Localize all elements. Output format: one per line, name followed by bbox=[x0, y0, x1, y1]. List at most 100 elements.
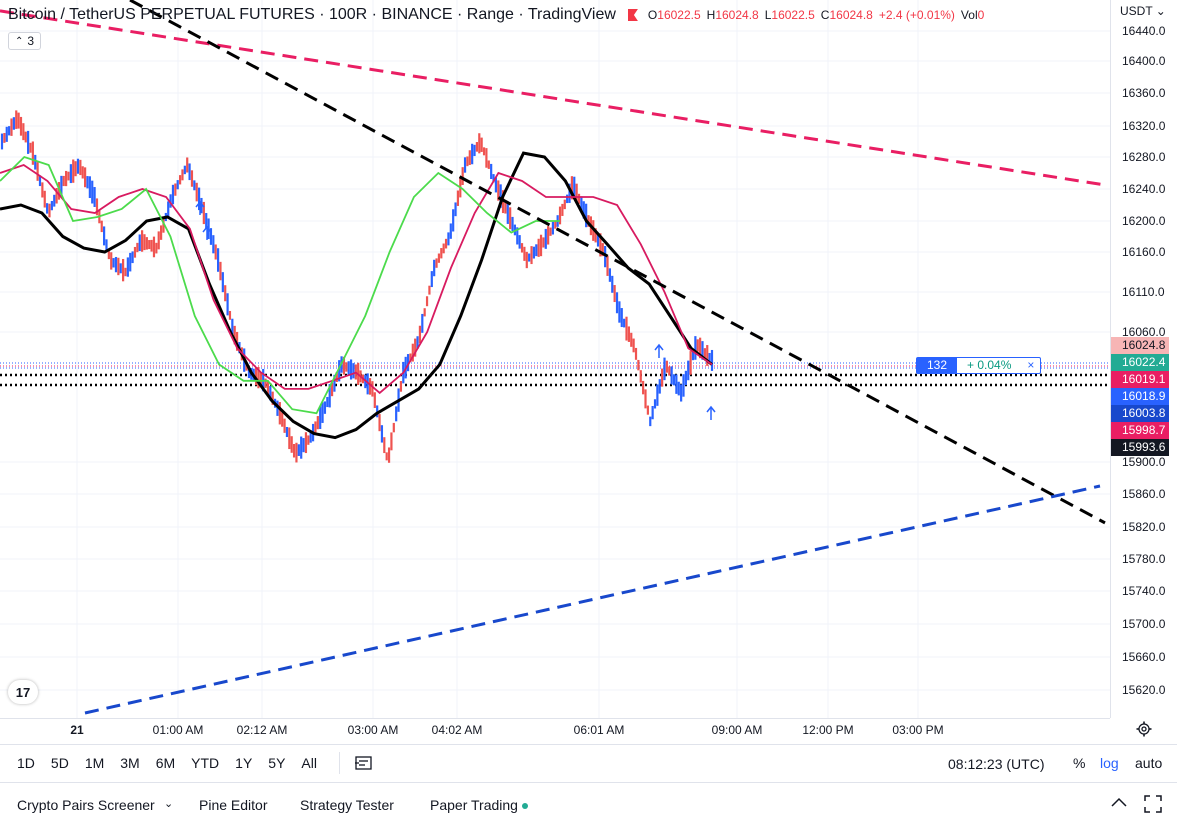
price-tick: 15860.0 bbox=[1122, 487, 1166, 501]
currency-label: USDT bbox=[1120, 4, 1153, 18]
time-label: 06:01 AM bbox=[573, 723, 625, 737]
gear-icon[interactable] bbox=[1136, 721, 1152, 737]
log-toggle[interactable]: log bbox=[1100, 755, 1119, 771]
price-tick: 16060.0 bbox=[1122, 325, 1166, 339]
position-tag[interactable]: 132 + 0.04% × bbox=[916, 357, 1042, 374]
range-button-3m[interactable]: 3M bbox=[120, 754, 140, 771]
tab-crypto-pairs-screener[interactable]: Crypto Pairs Screener bbox=[17, 797, 155, 813]
time-label: 21 bbox=[70, 723, 84, 737]
price-label[interactable]: 15998.7 bbox=[1111, 422, 1169, 439]
trendline-blue bbox=[84, 484, 1101, 715]
range-button-5y[interactable]: 5Y bbox=[268, 754, 286, 771]
status-dot-icon bbox=[521, 803, 528, 810]
signal-arrow-head bbox=[706, 405, 716, 413]
high-value: 16024.8 bbox=[715, 8, 759, 22]
price-tick: 15660.0 bbox=[1122, 650, 1166, 664]
range-button-6m[interactable]: 6M bbox=[155, 754, 176, 771]
ma-black-line bbox=[0, 151, 713, 440]
date-range-icon[interactable] bbox=[354, 755, 374, 771]
change-value: +2.4 (+0.01%) bbox=[878, 8, 955, 22]
range-button-1d[interactable]: 1D bbox=[17, 754, 35, 771]
open-value: 16022.5 bbox=[657, 8, 701, 22]
time-label: 03:00 AM bbox=[347, 723, 399, 737]
time-axis[interactable]: 21 01:00 AM 02:12 AM 03:00 AM 04:02 AM 06:01 … bbox=[0, 718, 1110, 740]
trendline-black bbox=[129, 0, 1106, 525]
indicators-toggle[interactable]: ⌃ 3 bbox=[8, 32, 42, 50]
time-label: 03:00 PM bbox=[892, 723, 944, 737]
bottom-panel: Crypto Pairs Screener ⌄ Pine Editor Stra… bbox=[0, 782, 1177, 826]
price-tick: 16240.0 bbox=[1122, 182, 1166, 196]
range-button-all[interactable]: All bbox=[301, 754, 317, 771]
price-tick: 16280.0 bbox=[1122, 150, 1166, 164]
percent-toggle[interactable]: % bbox=[1073, 755, 1086, 771]
ma-green-line bbox=[0, 155, 560, 415]
time-label: 12:00 PM bbox=[802, 723, 854, 737]
price-tick: 16110.0 bbox=[1122, 285, 1165, 299]
price-tick: 15740.0 bbox=[1122, 584, 1166, 598]
position-qty: 132 bbox=[917, 358, 958, 373]
price-tick: 15820.0 bbox=[1122, 520, 1166, 534]
close-value: 16024.8 bbox=[829, 8, 873, 22]
price-tick: 16440.0 bbox=[1122, 24, 1166, 38]
volume-label: Vol bbox=[960, 8, 978, 22]
time-label: 02:12 AM bbox=[236, 723, 288, 737]
bottom-toolbar: 1D 5D 1M 3M 6M YTD 1Y 5Y All 08:12:23 (UTC) % lo… bbox=[0, 744, 1177, 780]
candles bbox=[0, 110, 714, 463]
price-label[interactable]: 16022.4 bbox=[1111, 354, 1169, 371]
time-label: 09:00 AM bbox=[711, 723, 763, 737]
chevron-up-icon: ⌃ bbox=[15, 35, 24, 47]
price-label[interactable]: 16003.8 bbox=[1111, 405, 1169, 422]
chart-area[interactable] bbox=[0, 0, 1110, 718]
chevron-up-icon[interactable] bbox=[1110, 795, 1128, 809]
price-label[interactable]: 16019.1 bbox=[1111, 371, 1169, 388]
chevron-down-icon[interactable]: ⌄ bbox=[164, 798, 174, 810]
price-label[interactable]: 15993.6 bbox=[1111, 439, 1169, 456]
auto-toggle[interactable]: auto bbox=[1135, 755, 1163, 771]
range-buttons: 1D 5D 1M 3M 6M YTD 1Y 5Y All bbox=[0, 755, 325, 771]
tab-pine-editor[interactable]: Pine Editor bbox=[199, 797, 268, 813]
signal-arrow-head bbox=[654, 343, 664, 351]
fullscreen-icon[interactable] bbox=[1144, 795, 1162, 813]
time-label: 04:02 AM bbox=[431, 723, 483, 737]
currency-selector[interactable]: USDT ⌄ bbox=[1120, 4, 1166, 18]
tab-paper-trading[interactable]: Paper Trading bbox=[430, 797, 528, 813]
clock[interactable]: 08:12:23 (UTC) bbox=[948, 756, 1045, 772]
price-label[interactable]: 16018.9 bbox=[1111, 388, 1169, 405]
close-position-icon[interactable]: × bbox=[1027, 358, 1035, 372]
price-chart[interactable] bbox=[0, 0, 1110, 718]
position-pct: + 0.04% bbox=[967, 358, 1012, 372]
tradingview-logo[interactable]: 17 bbox=[8, 680, 38, 704]
low-value: 16022.5 bbox=[771, 8, 815, 22]
range-button-1y[interactable]: 1Y bbox=[235, 754, 253, 771]
chevron-down-icon: ⌄ bbox=[1155, 4, 1166, 18]
open-label: O bbox=[647, 8, 658, 22]
time-label: 01:00 AM bbox=[152, 723, 204, 737]
symbol-title[interactable]: Bitcoin / TetherUS PERPETUAL FUTURES · 1… bbox=[8, 6, 616, 23]
range-button-ytd[interactable]: YTD bbox=[191, 754, 220, 771]
chart-header: Bitcoin / TetherUS PERPETUAL FUTURES · 1… bbox=[8, 6, 984, 24]
ohlc-values: O16022.5 H16024.8 L16022.5 C16024.8 +2.4… bbox=[648, 8, 984, 22]
divider bbox=[338, 751, 340, 774]
range-button-1m[interactable]: 1M bbox=[84, 754, 105, 771]
flag-icon[interactable] bbox=[627, 9, 638, 21]
tab-paper-trading-label: Paper Trading bbox=[430, 797, 518, 813]
price-tick: 15900.0 bbox=[1122, 455, 1166, 469]
signal-arrow-head bbox=[202, 225, 212, 233]
price-tick: 15620.0 bbox=[1122, 683, 1166, 697]
high-label: H bbox=[706, 8, 716, 22]
price-tick: 16200.0 bbox=[1122, 214, 1166, 228]
volume-value: 0 bbox=[977, 8, 985, 22]
price-tick: 16400.0 bbox=[1122, 54, 1166, 68]
signal-arrow-head bbox=[195, 200, 205, 208]
price-tick: 16320.0 bbox=[1122, 119, 1166, 133]
price-tick: 16360.0 bbox=[1122, 86, 1166, 100]
low-label: L bbox=[764, 8, 772, 22]
range-button-5d[interactable]: 5D bbox=[50, 754, 69, 771]
tab-strategy-tester[interactable]: Strategy Tester bbox=[300, 797, 394, 813]
price-tick: 15700.0 bbox=[1122, 617, 1166, 631]
indicator-count: 3 bbox=[27, 34, 35, 48]
price-tick: 16160.0 bbox=[1122, 245, 1166, 259]
price-label[interactable]: 16024.8 bbox=[1111, 337, 1169, 354]
ma-magenta-line bbox=[0, 164, 713, 395]
price-tick: 15780.0 bbox=[1122, 552, 1166, 566]
